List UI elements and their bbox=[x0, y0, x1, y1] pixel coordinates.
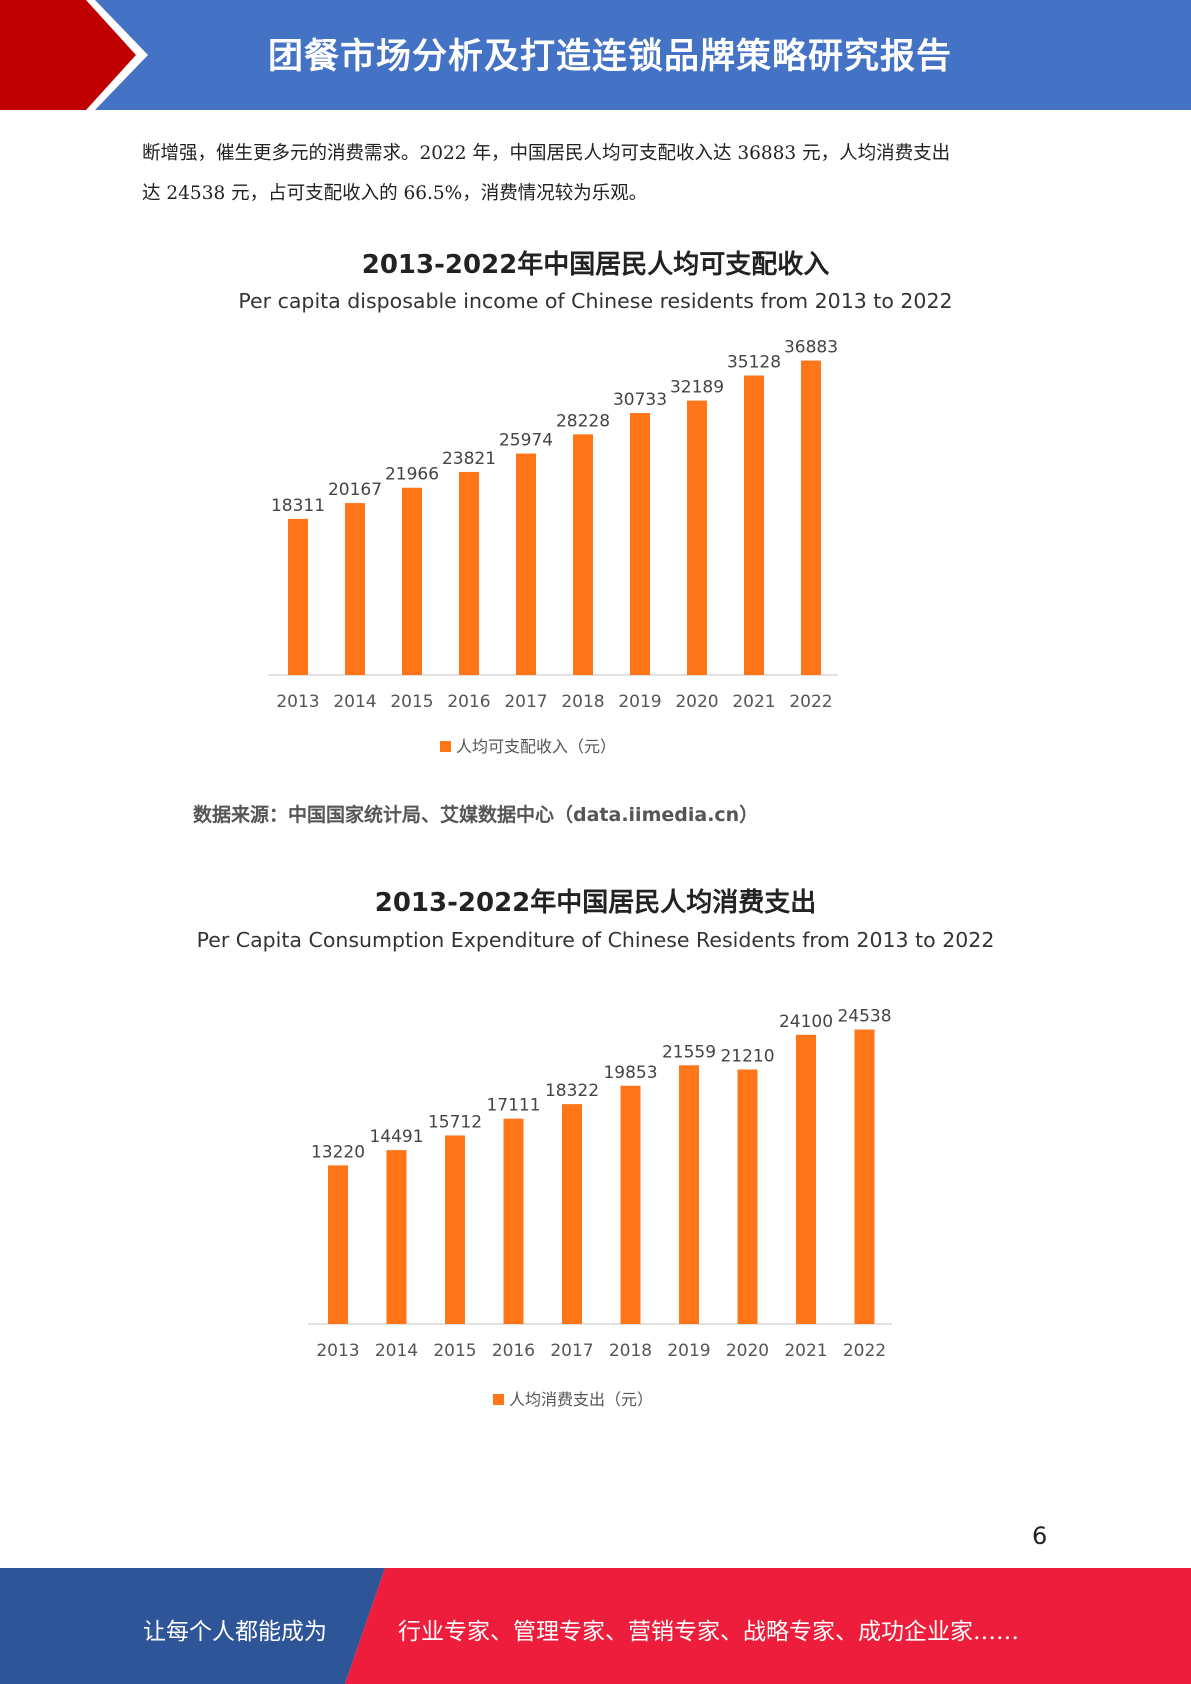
income-bar bbox=[459, 471, 479, 675]
expenditure-tick-label: 2013 bbox=[316, 1341, 359, 1361]
expenditure-data-label: 17111 bbox=[486, 1096, 540, 1116]
income-legend-swatch bbox=[440, 741, 451, 752]
expenditure-tick-label: 2018 bbox=[609, 1341, 652, 1361]
expenditure-tick-label: 2016 bbox=[492, 1341, 535, 1361]
footer-slogan-left: 让每个人都能成为 bbox=[143, 1619, 327, 1645]
expenditure-bar-chart: 13220 2013 14491 2014 15712 2015 17111 2016 1832… bbox=[308, 1007, 892, 1409]
header-banner bbox=[0, 0, 1191, 110]
expenditure-chart-title: 2013-2022年中国居民人均消费支出 bbox=[374, 888, 817, 918]
income-bar bbox=[744, 375, 764, 675]
income-tick-label: 2018 bbox=[561, 692, 604, 712]
expenditure-bar bbox=[796, 1034, 816, 1324]
income-bar bbox=[516, 453, 536, 675]
expenditure-data-label: 18322 bbox=[545, 1081, 599, 1101]
page-number: 6 bbox=[1032, 1522, 1048, 1550]
income-tick-label: 2019 bbox=[618, 692, 661, 712]
header-title: 团餐市场分析及打造连锁品牌策略研究报告 bbox=[268, 37, 953, 77]
expenditure-bar bbox=[737, 1069, 758, 1324]
income-tick-label: 2020 bbox=[675, 692, 718, 712]
expenditure-data-label: 15712 bbox=[428, 1112, 482, 1132]
income-data-label: 18311 bbox=[271, 496, 325, 516]
expenditure-legend: 人均消费支出（元） bbox=[493, 1390, 653, 1409]
income-chart-title: 2013-2022年中国居民人均可支配收入 bbox=[361, 250, 830, 280]
expenditure-legend-label: 人均消费支出（元） bbox=[509, 1390, 653, 1409]
income-bar bbox=[402, 487, 422, 675]
income-data-label: 32189 bbox=[670, 378, 724, 398]
expenditure-bar bbox=[562, 1104, 582, 1324]
footer-banner bbox=[0, 1568, 1191, 1684]
page-footer: 让每个人都能成为 行业专家、管理专家、营销专家、战略专家、成功企业家…… bbox=[0, 1568, 1191, 1684]
income-legend-label: 人均可支配收入（元） bbox=[456, 737, 616, 756]
expenditure-tick-label: 2015 bbox=[433, 1341, 476, 1361]
income-legend: 人均可支配收入（元） bbox=[440, 737, 616, 756]
income-data-label: 28228 bbox=[556, 411, 610, 431]
expenditure-bar bbox=[445, 1135, 465, 1324]
data-source-note: 数据来源：中国国家统计局、艾媒数据中心（data.iimedia.cn） bbox=[193, 804, 759, 826]
expenditure-bar bbox=[328, 1165, 348, 1324]
income-chart-subtitle: Per capita disposable income of Chinese … bbox=[238, 289, 953, 313]
body-line-2: 达 24538 元，占可支配收入的 66.5%，消费情况较为乐观。 bbox=[142, 183, 648, 204]
expenditure-bar bbox=[620, 1085, 641, 1324]
income-data-label: 35128 bbox=[727, 353, 781, 373]
expenditure-tick-label: 2014 bbox=[375, 1341, 418, 1361]
expenditure-data-label: 24100 bbox=[779, 1012, 833, 1032]
income-tick-label: 2013 bbox=[276, 692, 319, 712]
income-tick-label: 2015 bbox=[390, 692, 433, 712]
income-data-label: 25974 bbox=[499, 431, 553, 451]
income-bar bbox=[687, 400, 707, 675]
income-bar bbox=[345, 503, 365, 675]
body-paragraph: 断增强，催生更多元的消费需求。2022 年，中国居民人均可支配收入达 36883… bbox=[142, 134, 1042, 214]
expenditure-legend-swatch bbox=[493, 1394, 504, 1405]
footer-slogan-right: 行业专家、管理专家、营销专家、战略专家、成功企业家…… bbox=[398, 1619, 1019, 1645]
expenditure-data-label: 21210 bbox=[720, 1046, 774, 1066]
expenditure-bar bbox=[679, 1065, 699, 1324]
income-tick-label: 2021 bbox=[732, 692, 775, 712]
expenditure-tick-label: 2020 bbox=[726, 1341, 769, 1361]
income-tick-label: 2014 bbox=[333, 692, 376, 712]
expenditure-tick-label: 2017 bbox=[550, 1341, 593, 1361]
expenditure-bar bbox=[854, 1029, 875, 1324]
income-bar bbox=[801, 360, 821, 675]
income-bar bbox=[573, 434, 593, 675]
expenditure-bar bbox=[503, 1118, 524, 1324]
income-bar bbox=[630, 413, 650, 675]
expenditure-data-label: 21559 bbox=[662, 1042, 716, 1062]
income-data-label: 30733 bbox=[613, 390, 667, 410]
expenditure-data-label: 19853 bbox=[603, 1063, 657, 1083]
expenditure-tick-label: 2021 bbox=[784, 1341, 827, 1361]
income-data-label: 23821 bbox=[442, 449, 496, 469]
income-data-label: 21966 bbox=[385, 465, 439, 485]
expenditure-data-label: 14491 bbox=[369, 1127, 423, 1147]
income-tick-label: 2016 bbox=[447, 692, 490, 712]
income-tick-label: 2022 bbox=[789, 692, 832, 712]
expenditure-tick-label: 2022 bbox=[843, 1341, 886, 1361]
expenditure-chart-subtitle: Per Capita Consumption Expenditure of Ch… bbox=[196, 928, 995, 952]
expenditure-tick-label: 2019 bbox=[667, 1341, 710, 1361]
income-data-label: 20167 bbox=[328, 480, 382, 500]
income-bar-chart: 18311 2013 20167 2014 21966 2015 23821 2016 2597… bbox=[268, 340, 838, 756]
expenditure-data-label: 13220 bbox=[311, 1142, 365, 1162]
income-tick-label: 2017 bbox=[504, 692, 547, 712]
income-bar bbox=[288, 518, 308, 675]
expenditure-data-label: 24538 bbox=[837, 1007, 891, 1027]
body-line-1: 断增强，催生更多元的消费需求。2022 年，中国居民人均可支配收入达 36883… bbox=[142, 143, 951, 164]
income-data-label: 36883 bbox=[784, 340, 838, 358]
page-header: 团餐市场分析及打造连锁品牌策略研究报告 bbox=[0, 0, 1191, 110]
expenditure-bar bbox=[386, 1150, 407, 1324]
